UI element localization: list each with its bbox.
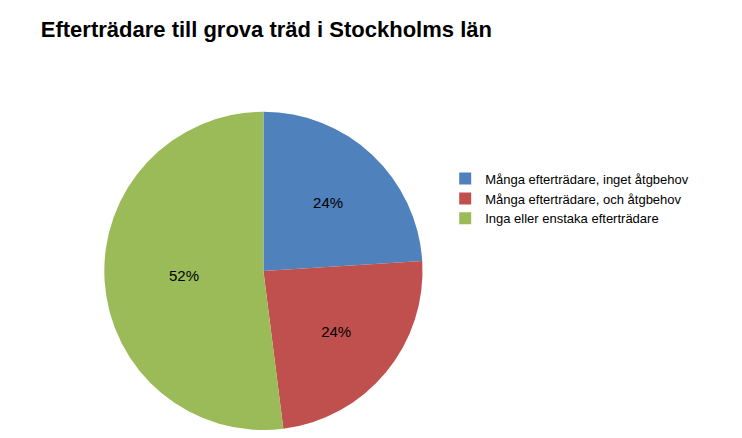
svg-text:Många efterträdare, inget åtgb: Många efterträdare, inget åtgbehov	[485, 172, 689, 187]
svg-text:Många efterträdare, och åtgbeh: Många efterträdare, och åtgbehov	[485, 192, 681, 207]
svg-text:24%: 24%	[321, 323, 351, 340]
svg-text:Efterträdare till grova träd i: Efterträdare till grova träd i Stockholm…	[41, 17, 492, 42]
svg-text:24%: 24%	[313, 194, 343, 211]
svg-text:52%: 52%	[169, 267, 199, 284]
svg-text:Inga eller enstaka efterträdar: Inga eller enstaka efterträdare	[485, 211, 658, 226]
